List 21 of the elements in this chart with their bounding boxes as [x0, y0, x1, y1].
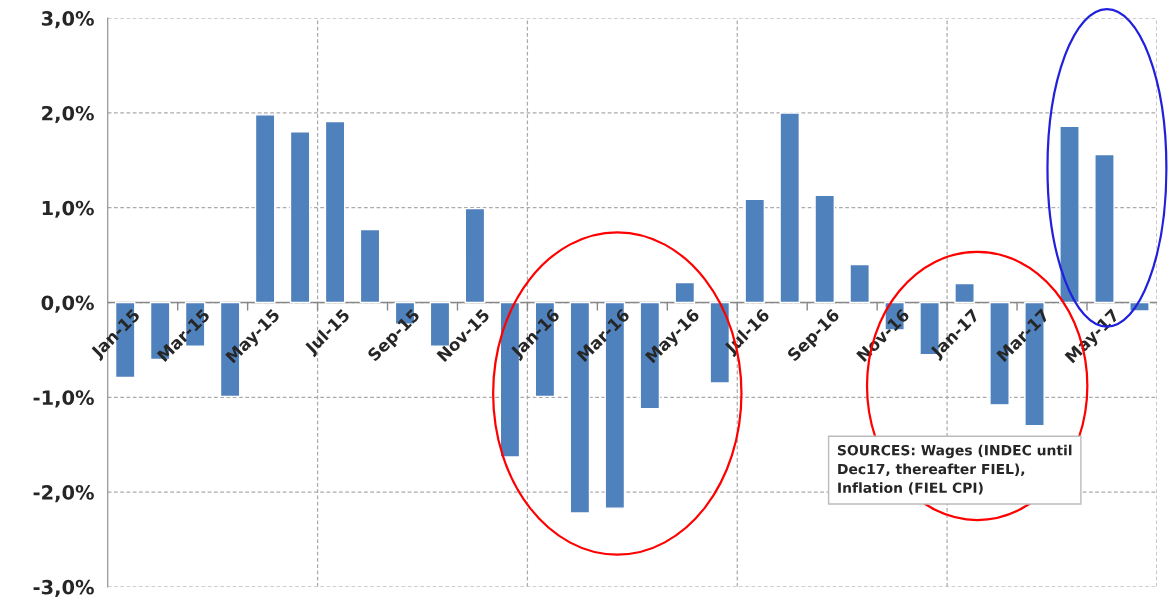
y-tick-label: -1,0% [33, 390, 94, 408]
bar [324, 120, 346, 304]
y-tick-label: 1,0% [42, 200, 94, 218]
bar [464, 207, 486, 304]
bar [1059, 125, 1080, 304]
bar [674, 281, 696, 304]
bar [814, 194, 836, 304]
y-tick-label: 2,0% [42, 105, 94, 124]
bar [744, 198, 766, 304]
y-tick-label: -3,0% [33, 579, 94, 597]
bar [1094, 153, 1115, 304]
y-tick-label: -2,0% [33, 485, 94, 503]
bar [359, 228, 381, 304]
y-tick-label: 0,0% [41, 295, 94, 313]
bar [254, 114, 276, 304]
y-tick-label: 3,0% [41, 11, 94, 29]
bar [849, 263, 870, 304]
bar [779, 112, 801, 304]
annotation: SOURCES: Wages (INDEC until Dec17, thereafter FIEL), Inflation (FIEL CPI) [837, 444, 1072, 495]
bar [289, 131, 311, 304]
bar [954, 282, 975, 304]
